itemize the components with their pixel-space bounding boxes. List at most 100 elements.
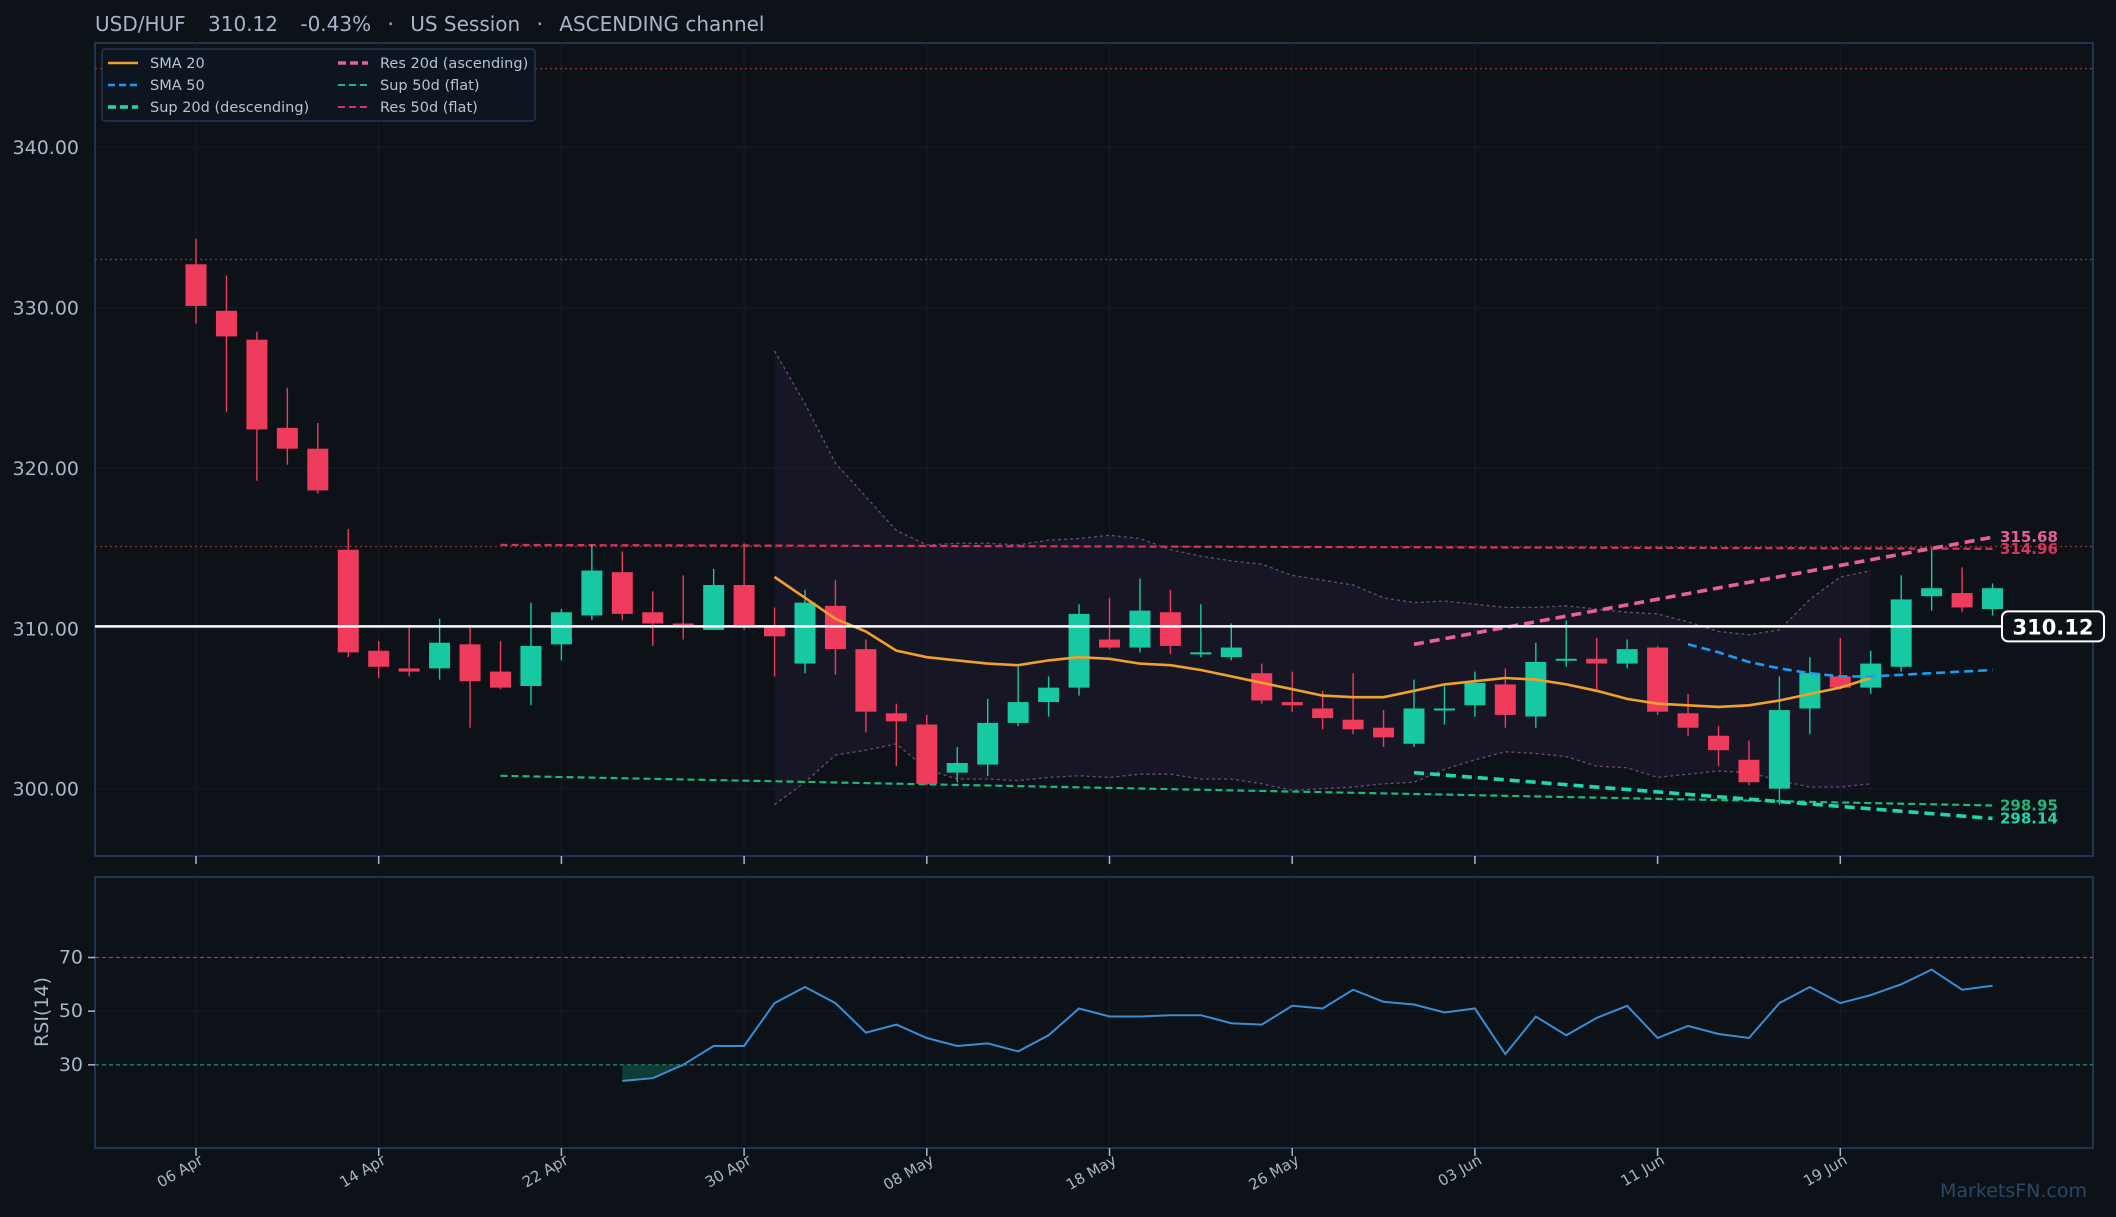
last-price-badge xyxy=(2001,610,2105,643)
candle-down xyxy=(885,713,907,722)
title-dot: · xyxy=(537,12,543,36)
rsi-panel: 06 Apr 14 Apr 22 Apr 30 Apr 08 May 18 May 26 M… xyxy=(31,876,2094,1194)
legend-label-sup50: Sup 50d (flat) xyxy=(380,78,480,94)
legend-label-res50: Res 50d (flat) xyxy=(380,100,478,116)
candle-up xyxy=(1616,649,1638,664)
title-pair: USD/HUF xyxy=(95,12,186,36)
candle-down xyxy=(1373,727,1395,738)
sma20-line xyxy=(773,575,1872,709)
candle-down xyxy=(764,626,786,637)
rsi-oversold-fill xyxy=(622,1064,684,1081)
title-dot: · xyxy=(387,12,393,36)
candle-down xyxy=(215,310,237,337)
candle-down xyxy=(398,668,420,672)
candle-up xyxy=(581,570,603,616)
candle-up xyxy=(1403,708,1425,744)
legend-label-sup20: Sup 20d (descending) xyxy=(150,100,309,116)
candle-up xyxy=(1799,673,1821,709)
candle-up xyxy=(1129,610,1151,648)
candle-down xyxy=(855,649,877,712)
candle-down xyxy=(1708,735,1729,751)
chart-title: USD/HUF 310.12 -0.43% · US Session · ASC… xyxy=(95,12,764,36)
candle-up xyxy=(1890,599,1912,667)
candle-down xyxy=(1342,719,1364,730)
title-channel: ASCENDING channel xyxy=(559,12,764,36)
legend-label-sma20: SMA 20 xyxy=(150,56,205,72)
y-tick-label: 340.00 xyxy=(13,137,79,159)
y-tick-label: 300.00 xyxy=(13,779,79,801)
x-tick-label: 06 Apr xyxy=(154,1150,207,1191)
candle-up xyxy=(1982,588,2004,610)
y-tick-label: 320.00 xyxy=(13,458,79,480)
title-change: -0.43% xyxy=(300,12,371,36)
candle-down xyxy=(459,644,481,682)
watermark: MarketsFN.com xyxy=(1940,1180,2087,1202)
legend-label-res20: Res 20d (ascending) xyxy=(380,56,528,72)
rsi-line xyxy=(622,968,1993,1082)
title-price: 310.12 xyxy=(208,12,278,36)
candle-down xyxy=(1677,713,1699,728)
candle-down xyxy=(368,650,390,667)
candle-down xyxy=(1159,612,1181,646)
candle-down xyxy=(1494,684,1516,715)
rsi-tick-label: 30 xyxy=(59,1054,83,1076)
candle-up xyxy=(1068,613,1090,688)
legend-label-sma50: SMA 50 xyxy=(150,78,205,94)
candle-up xyxy=(794,602,816,664)
candle-down xyxy=(733,585,755,626)
candle-down xyxy=(611,572,633,614)
candle-up xyxy=(1190,652,1212,655)
candle-up xyxy=(1768,710,1790,789)
candle-down xyxy=(490,671,511,688)
candle-down xyxy=(185,264,207,306)
candle-up xyxy=(1464,682,1486,706)
candle-down xyxy=(1951,593,1973,608)
candle-up xyxy=(1220,647,1242,658)
candle-down xyxy=(276,427,298,449)
title-session: US Session xyxy=(410,12,520,36)
candle-up xyxy=(977,722,999,765)
candle-down xyxy=(1829,676,1851,688)
rsi-tick-label: 50 xyxy=(59,1000,83,1022)
x-tick-label: 11 Jun xyxy=(1618,1151,1668,1190)
candle-up xyxy=(1555,658,1577,661)
sup20-line xyxy=(1413,770,1993,821)
x-tick-label: 22 Apr xyxy=(519,1150,572,1191)
candle-up xyxy=(703,585,725,630)
x-tick-label: 19 Jun xyxy=(1800,1151,1850,1190)
legend-box xyxy=(101,48,536,122)
candle-up xyxy=(1921,588,1943,597)
candle-up xyxy=(1525,661,1547,717)
sma50-line xyxy=(1687,643,1993,678)
candle-up xyxy=(429,642,451,669)
last-price-label: 310.12 xyxy=(2012,615,2093,639)
candle-down xyxy=(1281,702,1303,706)
candle-up xyxy=(520,645,542,687)
level-value-label: 315.68 xyxy=(2000,528,2058,546)
candle-down xyxy=(246,339,268,430)
rsi-axis-label: RSI(14) xyxy=(31,977,53,1047)
candle-up xyxy=(1007,702,1029,723)
x-tick-label: 30 Apr xyxy=(702,1150,755,1191)
level-value-label: 314.96 xyxy=(2000,540,2058,558)
legend: SMA 20 SMA 50 Sup 20d (descending) Res 2… xyxy=(101,48,536,122)
band-upper-line xyxy=(773,350,1871,636)
x-tick-label: 14 Apr xyxy=(337,1150,390,1191)
candle-up xyxy=(1038,687,1060,703)
candle-up xyxy=(1433,708,1455,711)
x-tick-label: 08 May xyxy=(880,1151,937,1194)
rsi-tick-label: 70 xyxy=(59,946,83,968)
candle-up xyxy=(946,762,968,773)
level-value-label: 298.14 xyxy=(2000,809,2058,827)
y-tick-label: 330.00 xyxy=(13,298,79,320)
x-tick-label: 26 May xyxy=(1246,1151,1303,1194)
candle-down xyxy=(916,724,938,784)
candle-up xyxy=(550,612,572,645)
candle-down xyxy=(1738,759,1760,783)
candle-down xyxy=(307,448,329,491)
x-tick-label: 18 May xyxy=(1063,1151,1120,1194)
res50-line xyxy=(500,543,1993,550)
candle-down xyxy=(1099,639,1120,648)
sup50-line xyxy=(500,774,1993,807)
